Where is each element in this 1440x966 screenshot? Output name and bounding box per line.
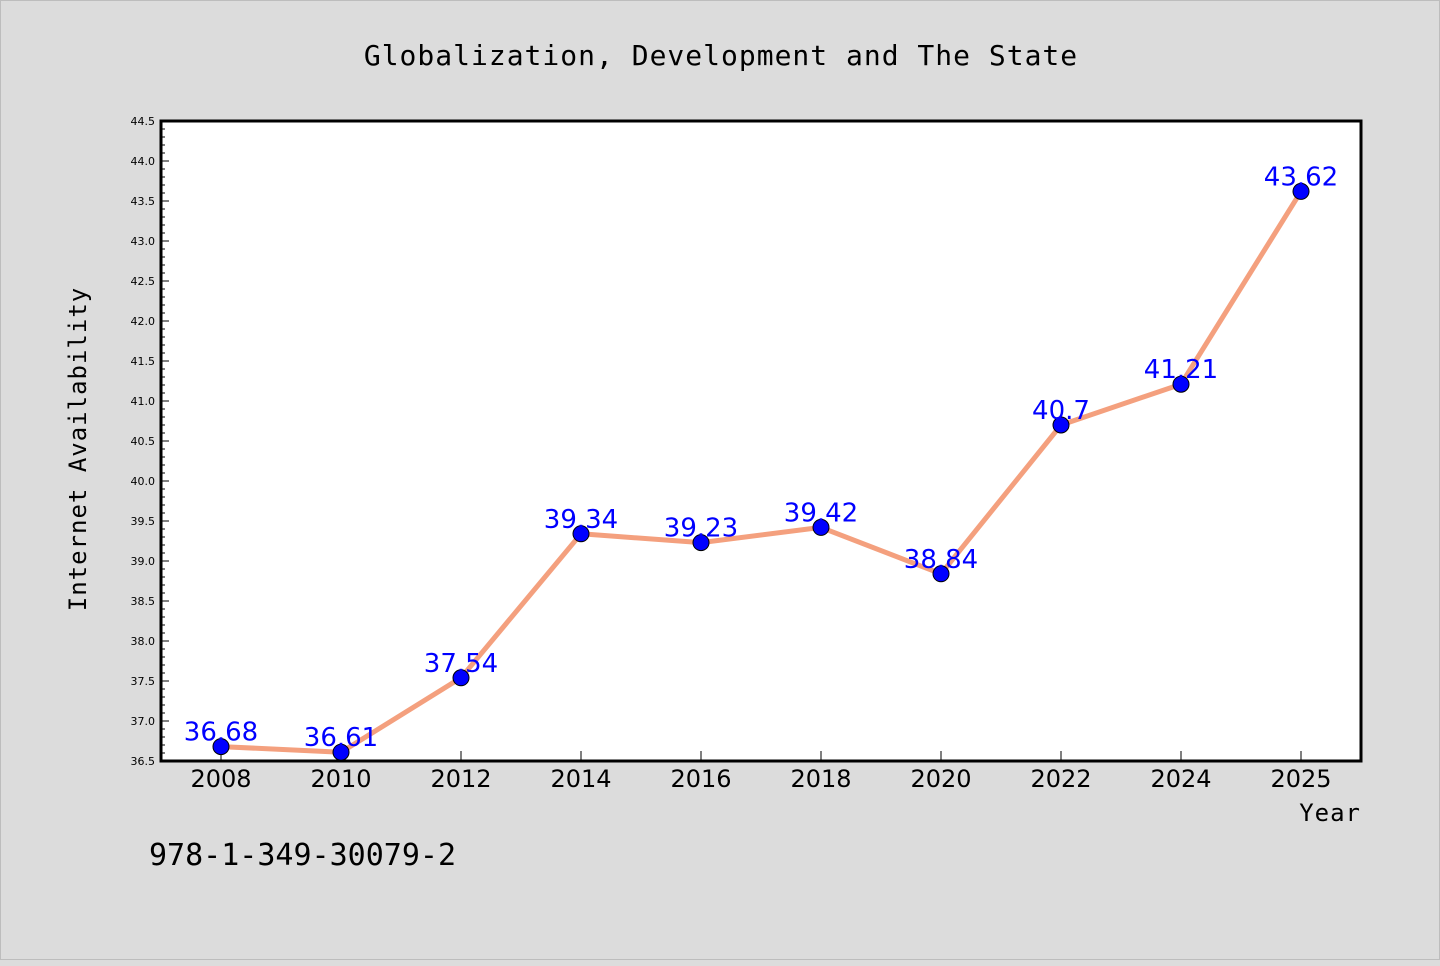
data-point <box>572 525 590 543</box>
data-label: 36.68 <box>184 718 258 748</box>
chart-title: Globalization, Development and The State <box>364 39 1078 72</box>
x-tick-label: 2018 <box>790 765 851 793</box>
y-tick-label: 37.5 <box>131 675 156 688</box>
x-tick-label: 2014 <box>550 765 611 793</box>
x-tick-label: 2016 <box>670 765 731 793</box>
data-point <box>212 738 230 756</box>
y-tick-label: 42.0 <box>131 315 156 328</box>
y-tick-label: 44.5 <box>131 115 156 128</box>
data-label: 43.62 <box>1264 162 1338 192</box>
y-axis-label: Internet Availability <box>64 287 92 611</box>
data-point <box>1052 416 1070 434</box>
data-label: 39.34 <box>544 505 618 535</box>
data-label: 37.54 <box>424 649 498 679</box>
data-label: 38.84 <box>904 545 978 575</box>
series-line-group <box>218 188 1304 755</box>
data-point <box>692 534 710 552</box>
y-tick-label: 43.5 <box>131 195 156 208</box>
data-point <box>812 518 830 536</box>
y-tick-label: 39.0 <box>131 555 156 568</box>
data-point <box>332 743 350 761</box>
data-label: 39.23 <box>664 514 738 544</box>
y-tick-label: 40.5 <box>131 435 156 448</box>
x-tick-label: 2010 <box>310 765 371 793</box>
x-tick-label: 2012 <box>430 765 491 793</box>
y-tick-label: 40.0 <box>131 475 156 488</box>
y-tick-label: 36.5 <box>131 755 156 768</box>
x-tick-label: 2022 <box>1030 765 1091 793</box>
data-label: 41.21 <box>1144 355 1218 385</box>
data-labels: 36.68 36.61 37.54 39.34 39.23 39.42 38.84 40.7 4… <box>184 162 1338 753</box>
data-label: 40.7 <box>1032 396 1090 426</box>
plot-area <box>159 119 1363 763</box>
y-tick-label: 38.5 <box>131 595 156 608</box>
series-line <box>218 188 1304 755</box>
x-tick-label: 2024 <box>1150 765 1211 793</box>
y-tick-label: 44.0 <box>131 155 156 168</box>
data-label: 39.42 <box>784 498 858 528</box>
x-tick-label: 2025 <box>1270 765 1331 793</box>
y-tick-label: 38.0 <box>131 635 156 648</box>
y-tick-label: 42.5 <box>131 275 156 288</box>
x-tick-label: 2008 <box>190 765 251 793</box>
y-axis: 36.5 37.0 37.5 38.0 38.5 39.0 39.5 40.0 40.5 41.0… <box>131 115 169 768</box>
data-label: 36.61 <box>304 723 378 753</box>
x-axis: 2008 2010 2012 2014 2016 2018 2020 2022 2024 2025 <box>190 751 1332 793</box>
y-tick-label: 41.0 <box>131 395 156 408</box>
x-axis-label: Year <box>1299 799 1361 827</box>
x-tick-label: 2020 <box>910 765 971 793</box>
y-tick-label: 43.0 <box>131 235 156 248</box>
data-point <box>932 565 950 583</box>
series-markers <box>212 182 1310 761</box>
y-tick-label: 39.5 <box>131 515 156 528</box>
data-point <box>452 669 470 687</box>
y-tick-label: 41.5 <box>131 355 156 368</box>
y-tick-label: 37.0 <box>131 715 156 728</box>
data-point <box>1172 375 1190 393</box>
data-point <box>1292 182 1310 200</box>
isbn-label: 978-1-349-30079-2 <box>149 838 456 873</box>
